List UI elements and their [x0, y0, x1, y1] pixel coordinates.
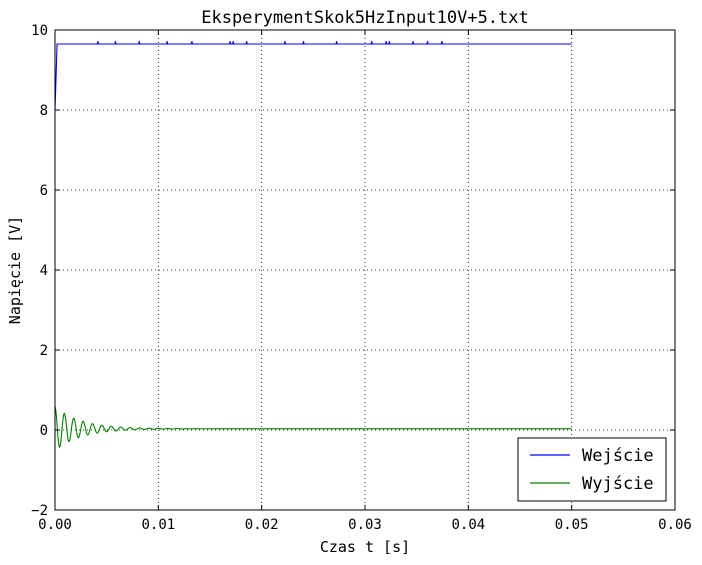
legend-box [517, 437, 667, 502]
legend: Wejście Wyjście [517, 437, 667, 502]
x-tick-label: 0.01 [141, 517, 175, 533]
x-tick-label: 0.05 [555, 517, 589, 533]
x-tick-label: 0.06 [658, 517, 692, 533]
chart-title: EksperymentSkok5HzInput10V+5.txt [201, 8, 529, 28]
x-tick-label: 0.03 [348, 517, 382, 533]
y-tick-label: −2 [31, 503, 48, 519]
ticks: 0.00 0.01 0.02 0.03 0.04 0.05 0.06 −2 0 2 4 6 8 10 [31, 23, 692, 533]
y-tick-label: 0 [40, 423, 48, 439]
y-tick-label: 4 [40, 263, 48, 279]
y-axis-label: Napięcie [V] [6, 216, 24, 324]
y-tick-label: 6 [40, 183, 48, 199]
series-line-wejscie [54, 41, 572, 111]
y-tick-label: 8 [40, 103, 48, 119]
series-line-wyjscie [54, 406, 572, 448]
x-tick-label: 0.02 [245, 517, 279, 533]
y-tick-label: 10 [31, 23, 48, 39]
legend-label-wejscie: Wejście [582, 446, 654, 466]
series-layer [54, 41, 572, 448]
x-tick-label: 0.00 [38, 517, 72, 533]
x-axis-label: Czas t [s] [320, 538, 410, 556]
y-tick-label: 2 [40, 343, 48, 359]
x-tick-label: 0.04 [451, 517, 485, 533]
grid [55, 30, 675, 510]
legend-label-wyjscie: Wyjście [582, 474, 654, 494]
